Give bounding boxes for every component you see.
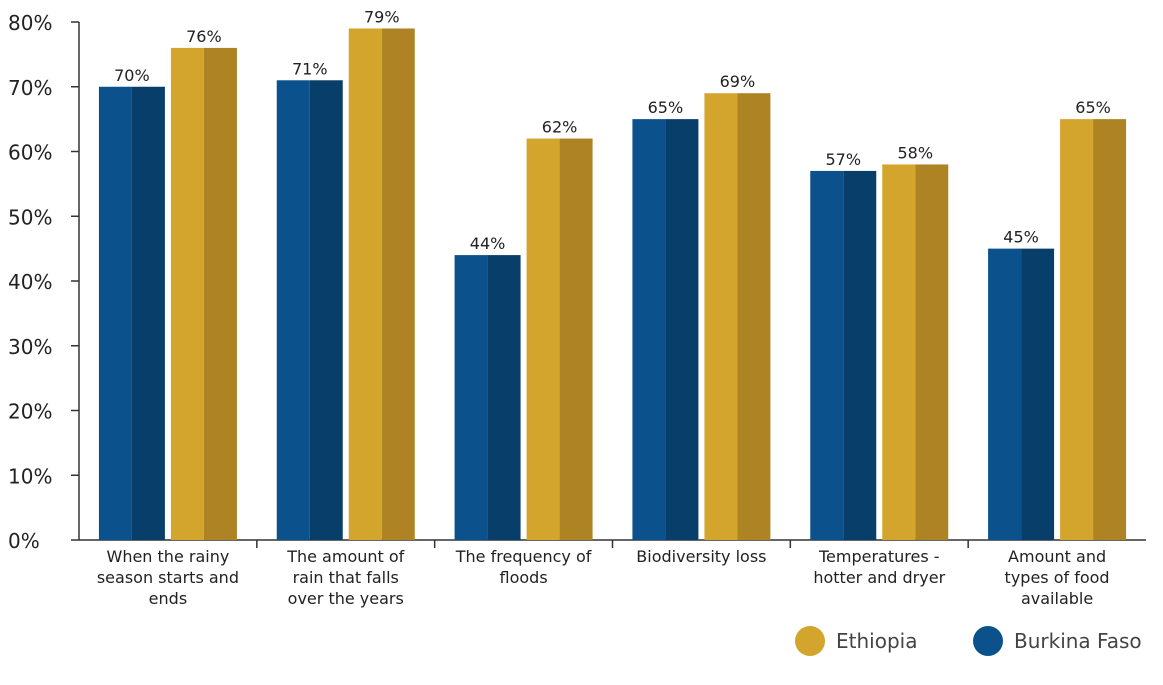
bar-burkina-faso: [276, 80, 310, 541]
chart-legend: Ethiopia Burkina Faso: [795, 626, 1142, 656]
x-axis-category-labels: When the rainy season starts and ends The a…: [97, 547, 1110, 608]
data-label-ethiopia: 76%: [186, 27, 222, 46]
data-label-burkina-faso: 70%: [114, 66, 150, 85]
y-tick-label: 30%: [8, 335, 52, 359]
bar-shade-burkina-faso: [665, 119, 699, 540]
bar-burkina-faso: [454, 255, 488, 540]
legend-swatch-ethiopia: [795, 626, 825, 656]
bar-shade-burkina-faso: [131, 86, 165, 540]
data-label-burkina-faso: 71%: [292, 59, 328, 78]
y-tick-label: 60%: [8, 141, 52, 165]
chart-axes: [71, 21, 1146, 548]
data-label-ethiopia: 65%: [1075, 98, 1111, 117]
bar-burkina-faso: [98, 86, 132, 540]
x-category-label: The amount of rain that falls over the yea…: [286, 547, 404, 608]
bar-ethiopia: [882, 164, 916, 540]
bar-ethiopia: [170, 47, 204, 541]
bar-ethiopia: [526, 138, 560, 541]
data-label-burkina-faso: 65%: [648, 98, 684, 117]
bar-shade-burkina-faso: [487, 255, 521, 540]
y-tick-label: 80%: [8, 11, 52, 35]
bar-shade-burkina-faso: [309, 80, 343, 541]
bar-shade-burkina-faso: [1021, 248, 1055, 540]
legend-label-ethiopia: Ethiopia: [836, 629, 917, 653]
bar-shade-ethiopia: [559, 138, 593, 541]
y-axis-tick-labels: 0% 10% 20% 30% 40% 50% 60% 70% 80%: [8, 11, 52, 553]
x-category-label: The frequency of floods: [455, 547, 592, 587]
data-label-burkina-faso: 57%: [825, 150, 861, 169]
y-tick-label: 50%: [8, 205, 52, 229]
data-label-ethiopia: 69%: [720, 72, 756, 91]
x-category-label: Amount and types of food available: [1005, 547, 1110, 608]
data-label-burkina-faso: 45%: [1003, 228, 1039, 247]
bar-burkina-faso: [632, 119, 666, 540]
data-label-burkina-faso: 44%: [470, 234, 506, 253]
bar-shade-ethiopia: [203, 47, 237, 541]
bar-burkina-faso: [810, 170, 844, 541]
bar-burkina-faso: [988, 248, 1022, 540]
y-tick-label: 70%: [8, 76, 52, 100]
bar-shade-ethiopia: [381, 28, 415, 540]
bar-shade-burkina-faso: [843, 170, 877, 541]
bar-shade-ethiopia: [737, 93, 771, 540]
legend-swatch-burkina-faso: [973, 626, 1003, 656]
data-label-ethiopia: 62%: [542, 118, 578, 137]
legend-label-burkina-faso: Burkina Faso: [1014, 629, 1142, 653]
x-category-label: When the rainy season starts and ends: [97, 547, 239, 608]
data-label-ethiopia: 79%: [364, 7, 400, 26]
bar-ethiopia: [704, 93, 738, 540]
bar-shade-ethiopia: [1093, 119, 1127, 540]
x-category-label: Temperatures -hotter and dryer: [813, 547, 945, 587]
chart-bars: [98, 28, 1127, 541]
x-category-label: Biodiversity loss: [636, 547, 766, 566]
bar-ethiopia: [1060, 119, 1094, 540]
y-tick-label: 0%: [8, 529, 40, 553]
y-tick-label: 20%: [8, 400, 52, 424]
data-labels: 70% 76% 71% 79% 44% 62% 65% 69% 57% 58% 45% 65%: [114, 7, 1111, 253]
y-tick-label: 40%: [8, 270, 52, 294]
y-tick-label: 10%: [8, 464, 52, 488]
bar-ethiopia: [348, 28, 382, 540]
data-label-ethiopia: 58%: [897, 143, 933, 162]
bar-shade-ethiopia: [915, 164, 949, 540]
